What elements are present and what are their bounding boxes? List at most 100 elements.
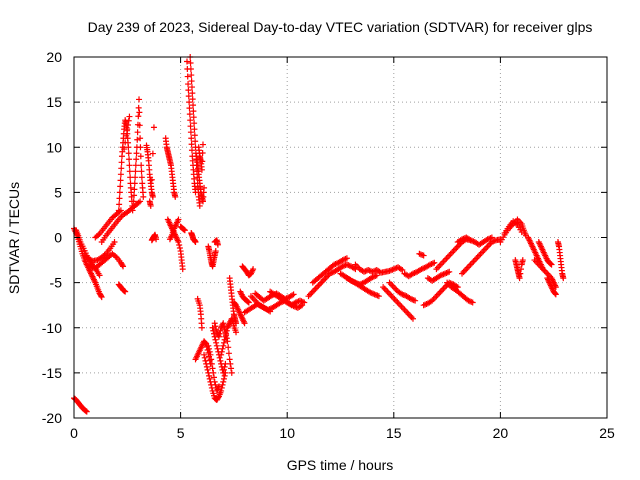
data-point bbox=[186, 111, 193, 118]
data-point bbox=[130, 198, 137, 205]
x-tick-labels: 0 5 10 15 20 25 bbox=[70, 425, 615, 441]
data-point bbox=[186, 99, 193, 106]
x-tick-label: 20 bbox=[493, 425, 509, 441]
data-point bbox=[122, 139, 129, 146]
data-point bbox=[213, 339, 220, 346]
data-point bbox=[215, 383, 222, 390]
data-point bbox=[343, 255, 350, 262]
data-point bbox=[220, 339, 227, 346]
data-point bbox=[132, 174, 139, 181]
data-point bbox=[225, 344, 232, 351]
data-point bbox=[212, 323, 219, 330]
data-point bbox=[225, 350, 232, 357]
data-point bbox=[187, 123, 194, 130]
data-point bbox=[124, 126, 131, 133]
data-point bbox=[131, 186, 138, 193]
data-point bbox=[469, 299, 476, 306]
data-point bbox=[196, 202, 203, 209]
data-point bbox=[138, 174, 145, 181]
x-tick-label: 0 bbox=[70, 425, 78, 441]
data-point bbox=[221, 372, 228, 379]
data-point bbox=[198, 166, 205, 173]
x-tick-label: 15 bbox=[386, 425, 402, 441]
data-point bbox=[136, 122, 143, 129]
data-point bbox=[199, 141, 206, 148]
data-point bbox=[191, 132, 198, 139]
y-tick-labels: -20 -15 -10 -5 0 5 10 15 20 bbox=[42, 49, 62, 426]
data-point bbox=[250, 266, 257, 273]
data-point bbox=[126, 113, 133, 120]
data-point bbox=[123, 132, 130, 139]
data-point bbox=[223, 327, 230, 334]
data-point bbox=[417, 251, 424, 258]
data-point bbox=[137, 198, 144, 205]
data-point bbox=[125, 144, 132, 151]
data-point bbox=[83, 408, 90, 415]
data-point bbox=[192, 138, 199, 145]
y-tick-label: 10 bbox=[46, 139, 62, 155]
data-points bbox=[71, 54, 567, 415]
data-point bbox=[419, 251, 426, 258]
y-tick-label: -15 bbox=[42, 365, 62, 381]
data-point bbox=[187, 129, 194, 136]
data-point bbox=[301, 299, 308, 306]
data-point bbox=[216, 354, 223, 361]
data-point bbox=[148, 176, 155, 183]
chart-title: Day 239 of 2023, Sidereal Day-to-day VTE… bbox=[88, 19, 593, 35]
data-point bbox=[187, 66, 194, 73]
data-point bbox=[552, 291, 559, 298]
data-point bbox=[217, 357, 224, 364]
data-point bbox=[226, 356, 233, 363]
data-point bbox=[98, 292, 105, 299]
data-point bbox=[202, 340, 209, 347]
data-point bbox=[131, 192, 138, 199]
data-point bbox=[136, 109, 143, 116]
x-axis-label: GPS time / hours bbox=[287, 457, 394, 473]
data-point bbox=[121, 288, 128, 295]
data-point bbox=[399, 266, 406, 273]
data-point bbox=[212, 248, 219, 255]
data-point bbox=[552, 290, 559, 297]
data-point bbox=[188, 72, 195, 79]
data-point bbox=[491, 237, 498, 244]
data-point bbox=[241, 320, 248, 327]
data-point bbox=[212, 336, 219, 343]
data-point bbox=[215, 394, 222, 401]
data-point bbox=[190, 102, 197, 109]
data-point bbox=[116, 189, 123, 196]
grid-lines bbox=[74, 57, 607, 418]
data-point bbox=[149, 150, 156, 157]
data-point bbox=[188, 141, 195, 148]
x-tick-label: 5 bbox=[177, 425, 185, 441]
data-point bbox=[211, 378, 218, 385]
data-point bbox=[136, 96, 143, 103]
data-point bbox=[199, 158, 206, 165]
data-point bbox=[190, 114, 197, 121]
data-point bbox=[208, 356, 215, 363]
data-point bbox=[516, 275, 523, 282]
data-point bbox=[488, 234, 495, 241]
data-point bbox=[215, 333, 222, 340]
data-point bbox=[129, 207, 136, 214]
x-tick-label: 10 bbox=[279, 425, 295, 441]
data-point bbox=[220, 375, 227, 382]
data-point bbox=[188, 78, 195, 85]
data-point bbox=[133, 150, 140, 157]
data-point bbox=[431, 259, 438, 266]
data-point bbox=[133, 156, 140, 163]
data-point bbox=[183, 58, 190, 65]
y-tick-label: 20 bbox=[46, 49, 62, 65]
data-point bbox=[206, 345, 213, 352]
data-point bbox=[117, 177, 124, 184]
data-point bbox=[220, 366, 227, 373]
data-point bbox=[201, 354, 208, 361]
data-point bbox=[188, 135, 195, 142]
data-point bbox=[518, 229, 525, 236]
data-point bbox=[186, 105, 193, 112]
data-point bbox=[223, 330, 230, 337]
data-point bbox=[121, 146, 128, 153]
data-point bbox=[119, 262, 126, 269]
data-point bbox=[181, 226, 188, 233]
y-tick-label: -20 bbox=[42, 410, 62, 426]
data-point bbox=[126, 162, 133, 169]
